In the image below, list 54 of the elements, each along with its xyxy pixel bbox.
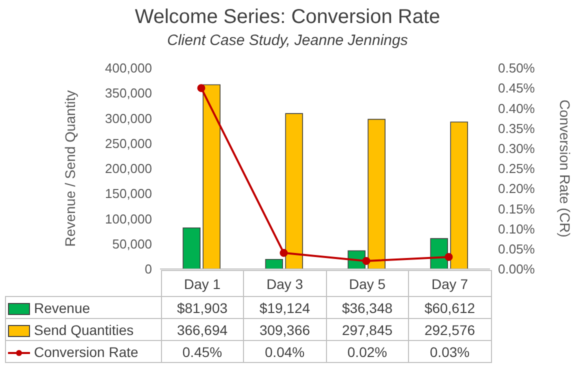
y-tick-label: 250,000: [105, 136, 152, 151]
data-label: 0.02%: [326, 340, 408, 362]
y2-tick-label: 0.35%: [498, 120, 536, 136]
y-tick-label: 50,000: [112, 236, 152, 252]
y-tick-label: 0: [144, 262, 152, 277]
data-label: 297,845: [326, 318, 408, 340]
bar: [265, 258, 283, 269]
point: [444, 252, 453, 261]
y-tick-label: 400,000: [105, 60, 152, 76]
data-label: 0.03%: [408, 340, 491, 362]
data-label: 0.45%: [161, 340, 244, 362]
point: [197, 84, 206, 92]
data-label: $60,612: [408, 296, 491, 318]
x-tick-label: Day 7: [408, 270, 491, 296]
data-label: 309,366: [244, 318, 326, 340]
bar: [450, 122, 468, 269]
y2-tick-label: 0.25%: [498, 161, 536, 176]
y2-tick-label: 0.00%: [498, 262, 536, 277]
bar: [182, 227, 200, 269]
y2-axis-title: Conversion Rate (CR): [557, 100, 574, 238]
point: [362, 256, 370, 265]
y-tick-label: 300,000: [105, 110, 152, 126]
x-tick-label: Day 1: [161, 270, 244, 296]
y2-tick-label: 0.10%: [498, 221, 536, 236]
bar: [430, 238, 448, 269]
data-label: 292,576: [408, 318, 491, 340]
y2-tick-label: 0.40%: [498, 100, 536, 116]
y2-tick-label: 0.20%: [498, 181, 536, 196]
data-label: 366,694: [161, 318, 244, 340]
data-label: 0.04%: [244, 340, 326, 362]
bar: [202, 84, 220, 269]
legend-label: Conversion Rate: [6, 340, 161, 362]
data-label: $81,903: [161, 296, 244, 318]
point: [280, 248, 288, 257]
bar: [285, 113, 303, 269]
y-tick-label: 350,000: [105, 86, 152, 101]
y-tick-label: 100,000: [105, 211, 152, 226]
y2-tick-label: 0.30%: [498, 141, 536, 156]
y-tick-label: 150,000: [105, 186, 152, 202]
y2-tick-label: 0.05%: [498, 242, 536, 257]
x-tick-label: Day 3: [244, 270, 326, 296]
y2-tick-label: 0.15%: [498, 201, 536, 216]
y-axis-title: Revenue / Send Quantity: [62, 90, 78, 247]
bar: [368, 118, 386, 269]
y-tick-label: 200,000: [105, 161, 152, 176]
legend-label: Revenue: [6, 296, 161, 318]
legend-label: Send Quantities: [6, 318, 161, 340]
y2-tick-label: 0.50%: [498, 60, 536, 76]
data-label: $36,348: [326, 296, 408, 318]
chart-subtitle: Client Case Study, Jeanne Jennings: [166, 32, 409, 49]
data-label: $19,124: [244, 296, 326, 318]
chart-title: Welcome Series: Conversion Rate: [134, 6, 442, 29]
y2-tick-label: 0.45%: [498, 80, 536, 96]
x-tick-label: Day 5: [326, 270, 408, 296]
